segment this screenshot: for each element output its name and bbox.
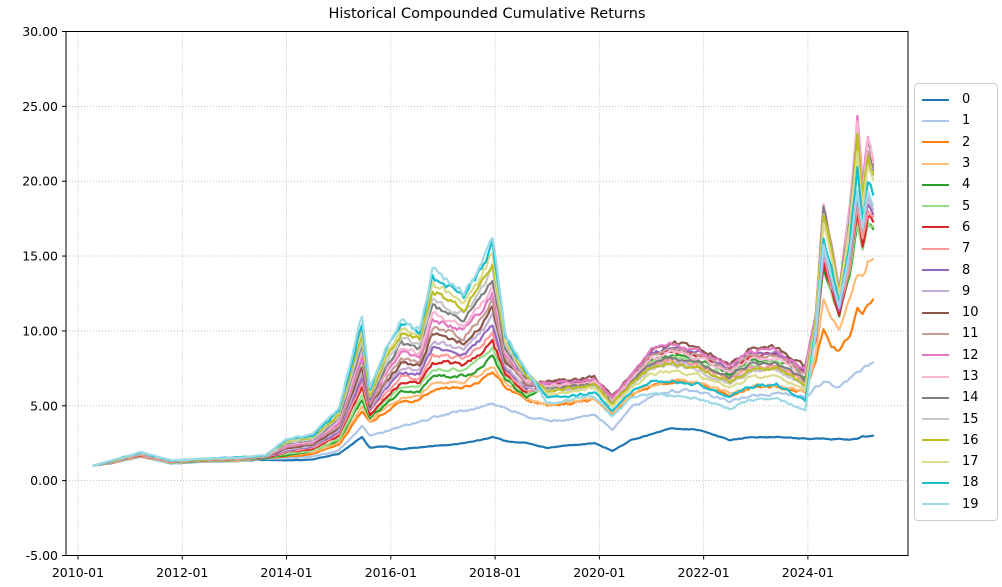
chart-title: Historical Compounded Cumulative Returns <box>328 6 646 22</box>
legend-item-11: 11 <box>915 323 997 344</box>
tick-labels: 2010-01 2012-01 2014-01 2016-01 2018-01 2020-… <box>22 24 834 580</box>
legend-item-2: 2 <box>915 132 997 153</box>
legend-item-0: 0 <box>915 89 997 110</box>
legend-item-1: 1 <box>915 110 997 131</box>
series-line-15 <box>92 141 875 467</box>
legend-item-7: 7 <box>915 238 997 259</box>
legend-line-swatch <box>922 226 949 229</box>
legend-item-9: 9 <box>915 281 997 302</box>
series-line-12 <box>92 114 875 467</box>
x-tick-label: 2024-01 <box>782 565 834 580</box>
series-line-6 <box>92 213 875 467</box>
legend-line-swatch <box>922 162 949 165</box>
legend-line-swatch <box>922 141 949 144</box>
y-tick-label: 15.00 <box>22 249 58 264</box>
legend-line-swatch <box>922 439 949 442</box>
legend-label: 0 <box>962 92 971 108</box>
legend-line-swatch <box>922 481 949 484</box>
legend-line-swatch <box>922 269 949 272</box>
legend-item-12: 12 <box>915 345 997 366</box>
legend-label: 10 <box>962 305 979 321</box>
legend-item-17: 17 <box>915 451 997 472</box>
legend-line-swatch <box>922 183 949 186</box>
y-tick-label: 30.00 <box>22 24 58 39</box>
x-tick-label: 2016-01 <box>365 565 417 580</box>
legend-line-swatch <box>922 354 949 357</box>
legend-line-swatch <box>922 332 949 335</box>
legend-label: 17 <box>962 454 979 470</box>
legend-item-6: 6 <box>915 217 997 238</box>
gridlines <box>66 31 908 556</box>
legend-label: 2 <box>962 134 971 150</box>
tick-marks <box>62 31 809 560</box>
legend-label: 16 <box>962 432 979 448</box>
legend-item-4: 4 <box>915 174 997 195</box>
legend-line-swatch <box>922 375 949 378</box>
legend-label: 12 <box>962 347 979 363</box>
legend-label: 1 <box>962 113 971 129</box>
legend-item-8: 8 <box>915 259 997 280</box>
legend-line-swatch <box>922 311 949 314</box>
y-tick-label: 10.00 <box>22 323 58 338</box>
y-tick-label: 25.00 <box>22 99 58 114</box>
legend-label: 9 <box>962 283 971 299</box>
series-line-9 <box>92 191 875 467</box>
legend-label: 6 <box>962 219 971 235</box>
legend-item-18: 18 <box>915 472 997 493</box>
legend-line-swatch <box>922 205 949 208</box>
legend-line-swatch <box>922 98 949 101</box>
legend-line-swatch <box>922 119 949 122</box>
legend-label: 15 <box>962 411 979 427</box>
legend-line-swatch <box>922 396 949 399</box>
x-tick-label: 2010-01 <box>52 565 104 580</box>
legend-label: 4 <box>962 177 971 193</box>
x-tick-label: 2012-01 <box>156 565 208 580</box>
legend-item-13: 13 <box>915 366 997 387</box>
legend-label: 14 <box>962 390 979 406</box>
y-tick-label: -5.00 <box>26 548 58 563</box>
series-line-16 <box>92 133 875 467</box>
y-tick-label: 5.00 <box>30 398 58 413</box>
legend-label: 3 <box>962 156 971 172</box>
legend-item-10: 10 <box>915 302 997 323</box>
legend-item-14: 14 <box>915 387 997 408</box>
legend-label: 18 <box>962 475 979 491</box>
legend-line-swatch <box>922 460 949 463</box>
legend-line-swatch <box>922 290 949 293</box>
legend-label: 19 <box>962 496 979 512</box>
legend-label: 5 <box>962 198 971 214</box>
legend-line-swatch <box>922 247 949 250</box>
y-tick-label: 0.00 <box>30 473 58 488</box>
y-tick-label: 20.00 <box>22 174 58 189</box>
x-tick-label: 2018-01 <box>469 565 521 580</box>
legend-label: 7 <box>962 241 971 257</box>
legend-label: 11 <box>962 326 979 342</box>
x-tick-label: 2014-01 <box>260 565 312 580</box>
legend-item-5: 5 <box>915 195 997 216</box>
legend-label: 8 <box>962 262 971 278</box>
legend-item-3: 3 <box>915 153 997 174</box>
legend-line-swatch <box>922 418 949 421</box>
legend-line-swatch <box>922 503 949 506</box>
axes-spines <box>65 31 909 556</box>
series-line-19 <box>92 189 875 467</box>
legend-label: 13 <box>962 369 979 384</box>
legend-item-16: 16 <box>915 430 997 451</box>
legend-item-19: 19 <box>915 494 997 515</box>
legend: 0 1 2 3 4 5 6 7 8 9 10 11 12 13 14 15 16 17 18 19 <box>914 83 998 521</box>
x-tick-label: 2020-01 <box>573 565 625 580</box>
series-line-14 <box>92 133 875 467</box>
legend-item-15: 15 <box>915 408 997 429</box>
x-tick-label: 2022-01 <box>678 565 730 580</box>
